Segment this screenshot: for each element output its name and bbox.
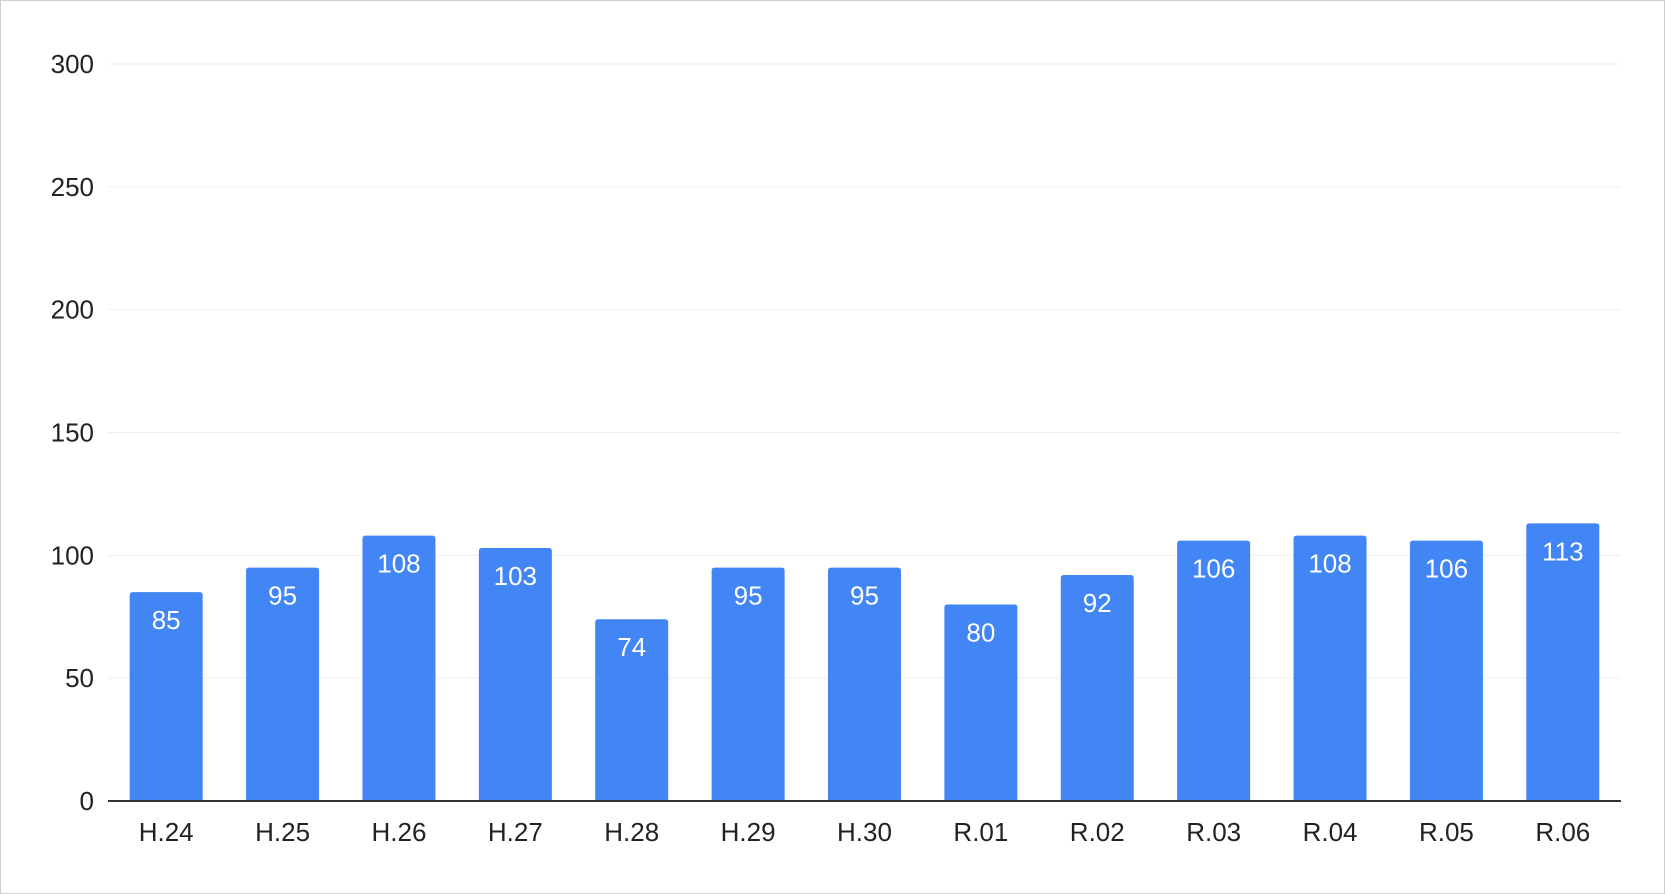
x-tick-label: H.26 (372, 817, 427, 847)
bar-R.02 (1060, 574, 1134, 801)
x-tick-label: H.30 (837, 817, 892, 847)
x-tick-label: H.27 (488, 817, 543, 847)
y-tick-label: 250 (51, 172, 94, 202)
y-tick-label: 200 (51, 295, 94, 325)
data-label: 95 (734, 581, 763, 611)
y-tick-label: 50 (65, 663, 94, 693)
data-label: 80 (966, 617, 995, 647)
bar-R.04 (1293, 535, 1367, 801)
data-label: 95 (850, 581, 879, 611)
x-tick-label: R.04 (1303, 817, 1358, 847)
bar-H.24 (129, 592, 203, 801)
x-tick-label: R.02 (1070, 817, 1125, 847)
bar-H.27 (478, 547, 552, 801)
bar-H.28 (595, 619, 669, 801)
grid-lines (108, 63, 1621, 679)
x-tick-label: H.28 (604, 817, 659, 847)
y-axis-ticks: 0 50 100 150 200 250 300 (51, 49, 94, 816)
y-tick-label: 100 (51, 540, 94, 570)
x-tick-label: R.06 (1535, 817, 1590, 847)
bar-H.25 (246, 567, 320, 801)
data-label: 113 (1542, 536, 1583, 566)
data-label: 106 (1192, 554, 1235, 584)
bar-R.06 (1526, 523, 1600, 801)
bars: 85 95 108 103 74 95 95 80 92 106 108 106 113 (129, 523, 1600, 801)
bar-H.30 (828, 567, 901, 801)
data-label: 103 (494, 561, 537, 591)
data-label: 85 (152, 605, 181, 635)
bar-R.03 (1177, 540, 1251, 801)
bar-H.26 (362, 535, 436, 801)
x-tick-label: R.01 (953, 817, 1008, 847)
data-label: 92 (1083, 588, 1112, 618)
data-label: 108 (1308, 549, 1351, 579)
x-tick-label: H.29 (721, 817, 776, 847)
x-axis-labels: H.24 H.25 H.26 H.27 H.28 H.29 H.30 R.01 R.02 R.03… (139, 817, 1591, 847)
x-tick-label: H.24 (139, 817, 194, 847)
bar-R.05 (1409, 540, 1483, 801)
y-tick-label: 0 (80, 786, 94, 816)
bar-R.01 (944, 604, 1018, 801)
bar-H.29 (711, 567, 785, 801)
x-tick-label: R.03 (1186, 817, 1241, 847)
data-label: 95 (268, 581, 297, 611)
y-tick-label: 300 (51, 49, 94, 79)
data-label: 106 (1425, 554, 1468, 584)
y-tick-label: 150 (51, 418, 94, 448)
data-label: 108 (377, 549, 420, 579)
data-label: 74 (617, 632, 646, 662)
x-tick-label: H.25 (255, 817, 310, 847)
x-tick-label: R.05 (1419, 817, 1474, 847)
